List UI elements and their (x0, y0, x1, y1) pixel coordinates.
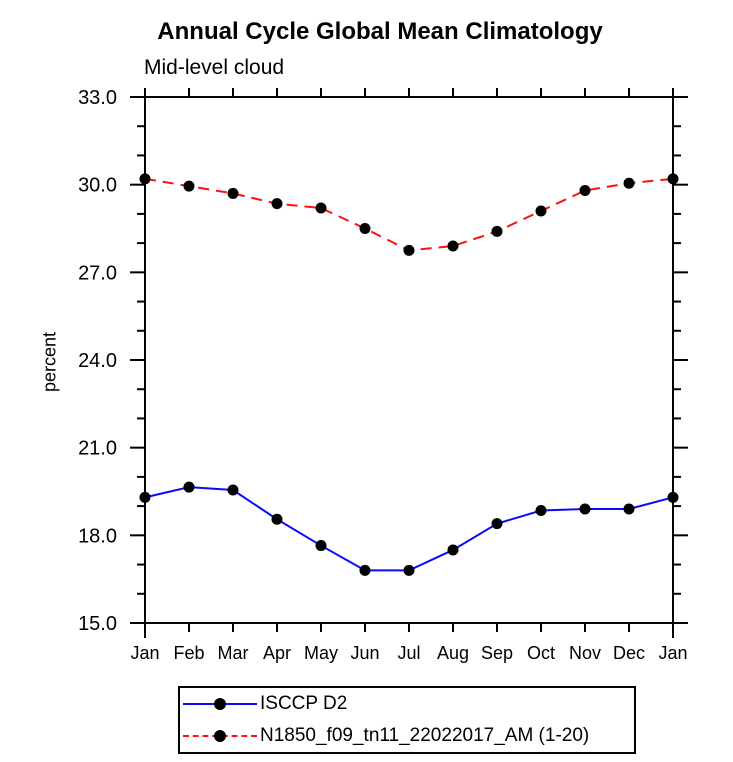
data-point-marker (623, 177, 635, 189)
legend-line-sample-solid (183, 696, 257, 712)
y-tick-label: 27.0 (78, 262, 117, 284)
data-point-marker (491, 518, 503, 530)
data-point-marker (491, 225, 503, 237)
y-tick-label: 15.0 (78, 613, 117, 635)
data-point-marker (403, 244, 415, 256)
data-point-marker (227, 484, 239, 496)
data-point-marker (315, 202, 327, 214)
x-tick-label: Mar (218, 643, 249, 663)
x-tick-label: Aug (437, 643, 469, 663)
data-point-marker (623, 503, 635, 515)
series-line (144, 486, 674, 572)
legend-entry-isccp: ISCCP D2 (183, 688, 634, 720)
data-point-marker (359, 564, 371, 576)
legend-line-sample-dashed (183, 728, 257, 744)
data-point-marker (579, 185, 591, 197)
data-point-marker (667, 173, 679, 185)
x-tick-label: Sep (481, 643, 513, 663)
x-tick-label: Nov (569, 643, 601, 663)
data-point-marker (271, 198, 283, 210)
x-tick-label: Dec (613, 643, 645, 663)
x-tick-label: Apr (263, 643, 291, 663)
data-point-marker (139, 173, 151, 185)
data-point-marker (183, 481, 195, 493)
legend-marker-dot-icon (214, 730, 226, 742)
data-point-marker (403, 564, 415, 576)
y-tick-label: 18.0 (78, 525, 117, 547)
data-point-marker (359, 223, 371, 234)
data-point-marker (139, 491, 151, 503)
y-tick-label: 33.0 (78, 87, 117, 109)
data-point-marker (183, 180, 195, 192)
chart-title: Annual Cycle Global Mean Climatology (157, 18, 603, 45)
legend-box: ISCCP D2 N1850_f09_tn11_22022017_AM (1-2… (178, 686, 636, 754)
y-tick-label: 24.0 (78, 350, 117, 372)
legend-label: ISCCP D2 (260, 693, 348, 714)
legend-marker-dot-icon (214, 698, 226, 710)
data-point-marker (447, 544, 459, 556)
data-point-marker (227, 187, 239, 199)
chart-subtitle: Mid-level cloud (144, 56, 285, 79)
data-point-marker (535, 205, 547, 217)
plot-border (144, 96, 674, 624)
data-point-marker (271, 513, 283, 525)
data-point-marker (579, 503, 591, 515)
legend-label: N1850_f09_tn11_22022017_AM (1-20) (260, 725, 590, 746)
x-tick-label: Feb (173, 643, 204, 663)
x-tick-label: Jan (130, 643, 159, 663)
x-tick-label: Jul (397, 643, 420, 663)
series-line (144, 177, 674, 252)
data-point-marker (447, 240, 459, 252)
y-tick-label: 30.0 (78, 175, 117, 197)
x-tick-label: Oct (527, 643, 555, 663)
data-point-marker (315, 540, 327, 552)
x-tick-label: Jun (350, 643, 379, 663)
legend-entry-model: N1850_f09_tn11_22022017_AM (1-20) (183, 720, 634, 752)
y-tick-label: 21.0 (78, 438, 117, 460)
data-point-marker (535, 504, 547, 516)
x-tick-label: May (304, 643, 338, 663)
data-point-marker (667, 491, 679, 503)
x-tick-label: Jan (658, 643, 687, 663)
